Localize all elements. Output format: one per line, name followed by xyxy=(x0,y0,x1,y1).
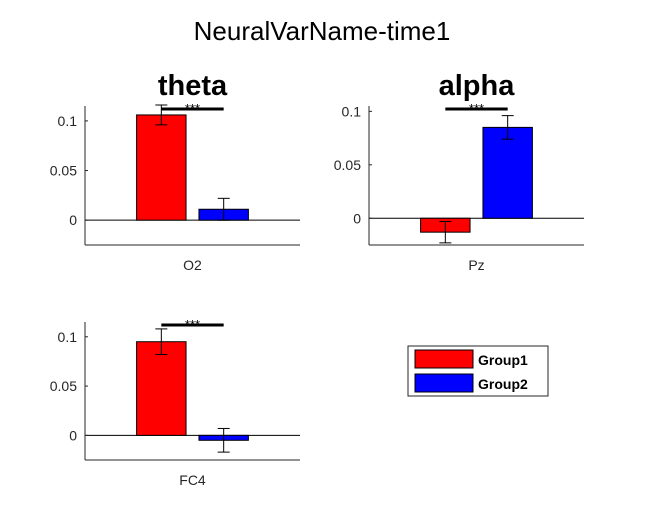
panel-title: theta xyxy=(158,70,228,102)
legend-label-group2: Group2 xyxy=(478,376,528,392)
panel-alpha: 0 0.05 0.1 Pz alpha*** xyxy=(334,70,584,273)
y-tick-label: 0.05 xyxy=(334,157,361,173)
figure-title: NeuralVarName-time1 xyxy=(194,16,451,46)
y-tick-label: 0.05 xyxy=(50,163,77,179)
legend-swatch-group2 xyxy=(414,373,474,393)
y-tick-label: 0 xyxy=(353,210,361,226)
legend: Group1 Group2 xyxy=(407,345,549,397)
panel-title: alpha xyxy=(439,70,516,102)
y-tick-label: 0 xyxy=(69,427,77,443)
significance-stars: *** xyxy=(469,101,484,116)
y-tick-label: 0.1 xyxy=(58,113,78,129)
panel-theta: 0 0.05 0.1 O2 theta*** xyxy=(50,70,300,273)
bar-group1 xyxy=(136,114,187,221)
legend-label-group1: Group1 xyxy=(478,352,528,368)
x-axis-label: Pz xyxy=(468,257,484,273)
x-axis-label: O2 xyxy=(183,257,202,273)
legend-swatch-group1 xyxy=(414,349,474,369)
significance-stars: *** xyxy=(185,317,200,332)
y-tick-label: 0 xyxy=(69,212,77,228)
y-tick-label: 0.1 xyxy=(58,329,78,345)
y-tick-label: 0.1 xyxy=(342,103,362,119)
bar-group2 xyxy=(482,126,533,219)
x-axis-label: FC4 xyxy=(179,472,206,488)
panel-fc4: 0 0.05 0.1 FC4 *** xyxy=(50,317,300,488)
significance-stars: *** xyxy=(185,101,200,116)
bar-group1 xyxy=(136,341,187,436)
y-tick-label: 0.05 xyxy=(50,378,77,394)
